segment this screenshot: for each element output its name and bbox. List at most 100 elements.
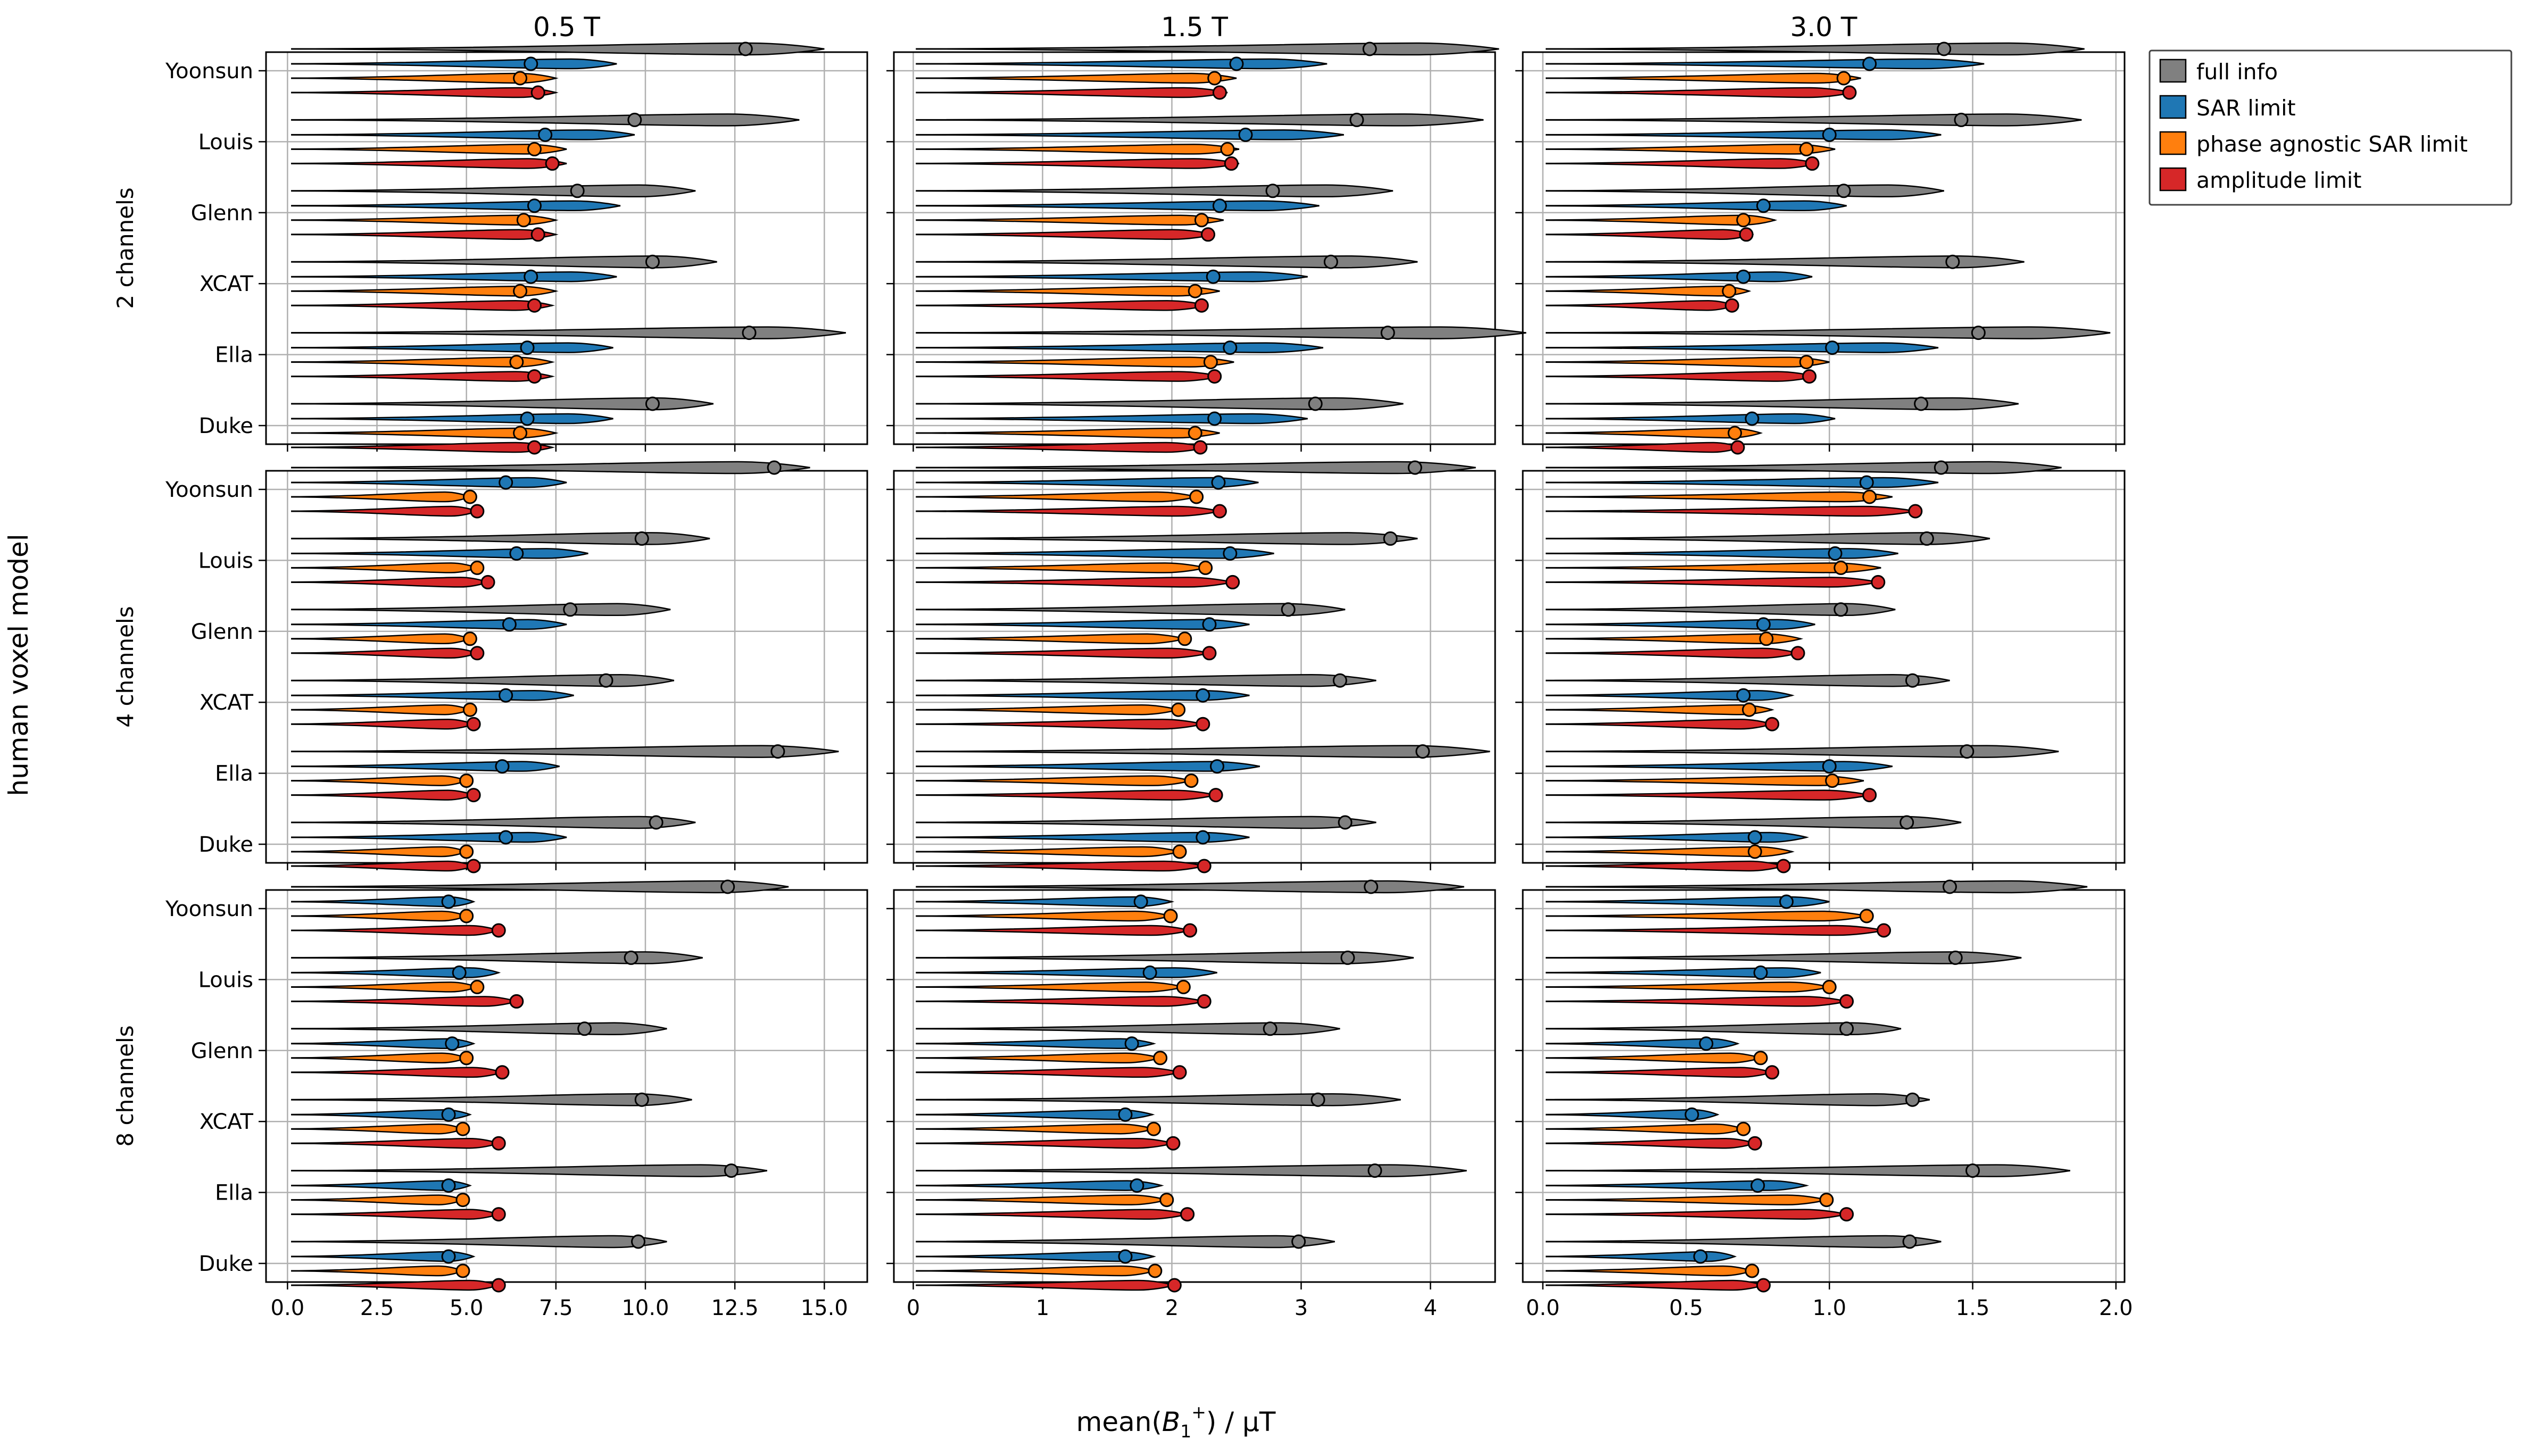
mean-marker-ella-amp <box>527 369 542 384</box>
mean-marker-yoonsun-amp <box>470 504 485 519</box>
mean-marker-xcat-pa <box>1722 284 1737 298</box>
y-tick-label-glenn: Glenn <box>191 1039 253 1063</box>
mean-marker-louis-full <box>1954 112 1969 127</box>
mean-marker-duke-pa <box>1747 844 1762 859</box>
mean-marker-duke-full <box>1902 1234 1917 1249</box>
panel-frame <box>893 889 1496 1283</box>
mean-marker-duke-pa <box>1172 844 1187 859</box>
violin-duke-pa <box>916 1265 1158 1277</box>
violin-yoonsun-pa <box>1546 72 1861 84</box>
panel-frame <box>265 470 868 864</box>
violin-duke-sar <box>291 831 567 843</box>
violin-glenn-full <box>291 603 671 617</box>
mean-marker-glenn-pa <box>1736 213 1751 228</box>
mean-marker-xcat-pa <box>455 1121 470 1136</box>
mean-marker-yoonsun-pa <box>1207 71 1222 86</box>
violin-yoonsun-amp <box>291 505 479 517</box>
x-tick-label: 3 <box>1295 1296 1308 1320</box>
violin-ella-sar <box>1546 342 1939 353</box>
mean-marker-duke-full <box>1291 1234 1306 1249</box>
row-label-2-channels: 2 channels <box>112 187 138 309</box>
panel-frame <box>893 51 1496 445</box>
violin-glenn-pa <box>291 214 557 226</box>
x-tick-label: 0.5 <box>1669 1296 1703 1320</box>
mean-marker-duke-full <box>649 815 663 830</box>
violin-duke-full <box>916 397 1404 411</box>
violin-glenn-full <box>291 184 696 198</box>
mean-marker-xcat-full <box>1323 254 1338 269</box>
violin-yoonsun-sar <box>1546 896 1830 908</box>
violin-yoonsun-sar <box>291 477 567 488</box>
violin-ella-amp <box>916 1209 1188 1220</box>
mean-marker-yoonsun-full <box>1937 41 1952 56</box>
violin-duke-sar <box>916 413 1308 425</box>
panels-layer: 0.5 T 1.5 T 3.0 T 2 channels Yoonsun Louis Gle… <box>112 12 2133 1320</box>
mean-marker-louis-full <box>624 950 638 965</box>
violin-duke-sar <box>916 831 1250 843</box>
legend-swatch-phase-agnostic <box>2159 131 2187 155</box>
violin-louis-sar <box>291 967 501 978</box>
violin-glenn-amp <box>291 1067 504 1078</box>
violin-duke-full <box>1546 397 2019 411</box>
violin-louis-sar <box>916 548 1274 559</box>
violin-louis-pa <box>916 562 1206 573</box>
mean-marker-louis-sar <box>1142 965 1157 980</box>
x-tick-label: 0.0 <box>1526 1296 1560 1320</box>
mean-marker-duke-pa <box>1188 426 1202 440</box>
mean-marker-ella-amp <box>1208 788 1223 803</box>
mean-marker-louis-pa <box>470 979 485 994</box>
mean-marker-yoonsun-full <box>1407 460 1422 475</box>
mean-marker-ella-full <box>1960 744 1975 759</box>
mean-marker-louis-full <box>1349 112 1364 127</box>
mean-marker-yoonsun-full <box>738 41 753 56</box>
violin-glenn-sar <box>1546 1038 1740 1050</box>
mean-marker-duke-pa <box>1148 1263 1163 1278</box>
mean-marker-glenn-full <box>1281 602 1296 617</box>
mean-marker-xcat-full <box>599 673 613 688</box>
mean-marker-ella-sar <box>520 340 535 355</box>
violin-louis-pa <box>291 144 567 155</box>
violin-louis-sar <box>916 967 1217 978</box>
violin-yoonsun-amp <box>1546 925 1884 936</box>
violin-xcat-pa <box>916 1123 1156 1135</box>
violin-duke-sar <box>1546 413 1836 425</box>
mean-marker-yoonsun-sar <box>1779 894 1794 909</box>
mean-marker-ella-amp <box>491 1207 506 1222</box>
mean-marker-glenn-amp <box>1201 227 1216 242</box>
violin-yoonsun-amp <box>291 87 557 98</box>
mean-marker-ella-amp <box>1802 369 1817 384</box>
mean-marker-louis-full <box>1340 950 1355 965</box>
violin-yoonsun-pa <box>1546 491 1893 503</box>
mean-marker-louis-amp <box>1839 994 1854 1009</box>
violin-yoonsun-full <box>1546 880 2088 894</box>
violin-xcat-pa <box>916 285 1220 297</box>
mean-marker-glenn-pa <box>459 1051 474 1066</box>
mean-marker-glenn-sar <box>1756 617 1771 632</box>
violin-glenn-amp <box>291 647 479 659</box>
violin-louis-pa <box>916 981 1184 993</box>
violin-ella-sar <box>1546 761 1893 772</box>
violin-xcat-pa <box>1546 285 1752 297</box>
mean-marker-duke-pa <box>1728 426 1743 440</box>
violin-glenn-sar <box>916 619 1250 630</box>
x-tick-label: 10.0 <box>621 1296 669 1320</box>
violin-louis-sar <box>916 129 1344 140</box>
violin-duke-sar <box>1546 1251 1737 1262</box>
mean-marker-yoonsun-full <box>1362 41 1377 56</box>
violin-xcat-sar <box>291 271 617 282</box>
mean-marker-louis-sar <box>452 965 467 980</box>
x-tick-label: 7.5 <box>539 1296 573 1320</box>
mean-marker-ella-pa <box>509 355 524 370</box>
x-tick-label: 12.5 <box>711 1296 759 1320</box>
mean-marker-duke-amp <box>1193 440 1208 455</box>
mean-marker-louis-sar <box>538 127 553 142</box>
violin-xcat-amp <box>1546 1137 1757 1149</box>
mean-marker-yoonsun-sar <box>524 56 538 71</box>
mean-marker-glenn-full <box>1836 184 1851 198</box>
mean-marker-louis-amp <box>509 994 524 1009</box>
mean-marker-ella-full <box>742 326 757 340</box>
violin-glenn-pa <box>291 633 472 645</box>
y-tick-label-xcat: XCAT <box>200 690 254 715</box>
violin-ella-amp <box>291 1209 501 1220</box>
violin-xcat-pa <box>291 704 472 715</box>
